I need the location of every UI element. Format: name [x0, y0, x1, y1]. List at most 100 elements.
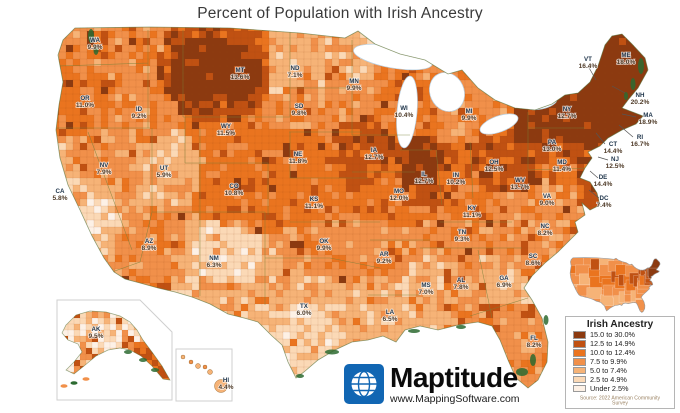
svg-text:WI: WI: [400, 105, 408, 112]
svg-text:KS: KS: [310, 196, 319, 203]
svg-text:OK: OK: [319, 238, 329, 245]
state-label-AL: AL7.8%: [453, 276, 470, 292]
svg-text:MS: MS: [421, 282, 430, 289]
state-label-UT: UT5.9%: [156, 164, 173, 180]
svg-text:8.6%: 8.6%: [525, 260, 540, 267]
svg-text:16.4%: 16.4%: [579, 63, 598, 70]
svg-text:MO: MO: [394, 188, 404, 195]
state-label-CA: CA5.8%: [52, 187, 69, 203]
svg-text:VT: VT: [584, 56, 592, 63]
legend: Irish Ancestry 15.0 to 30.0% 12.5 to 14.9…: [565, 316, 675, 409]
svg-text:MT: MT: [236, 67, 245, 74]
svg-text:9.5%: 9.5%: [88, 333, 103, 340]
svg-text:11.8%: 11.8%: [289, 158, 307, 165]
svg-text:NC: NC: [541, 223, 550, 230]
svg-text:12.5%: 12.5%: [485, 166, 504, 173]
svg-text:MN: MN: [349, 78, 359, 85]
svg-text:9.0%: 9.0%: [539, 200, 554, 207]
svg-text:RI: RI: [637, 134, 643, 141]
state-label-TN: TN9.3%: [454, 228, 471, 244]
state-label-WA: WA9.9%: [87, 36, 104, 52]
svg-text:NM: NM: [209, 255, 219, 262]
svg-text:CA: CA: [56, 188, 65, 195]
state-label-TX: TX6.0%: [296, 302, 313, 318]
svg-text:9.9%: 9.9%: [461, 115, 476, 122]
svg-text:20.2%: 20.2%: [631, 99, 650, 106]
source-note: Source: 2022 American Community Survey: [579, 395, 661, 406]
svg-text:5.9%: 5.9%: [156, 172, 171, 179]
svg-text:SC: SC: [529, 253, 538, 260]
svg-text:9.9%: 9.9%: [316, 245, 331, 252]
svg-text:IL: IL: [421, 171, 427, 178]
legend-row: 15.0 to 30.0%: [573, 331, 674, 339]
state-label-OK: OK9.9%: [316, 237, 333, 253]
legend-title: Irish Ancestry: [586, 319, 654, 330]
svg-text:UT: UT: [160, 165, 168, 172]
state-label-FL: FL8.2%: [526, 334, 543, 350]
svg-text:DE: DE: [599, 174, 608, 181]
state-label-AK: AK9.5%: [88, 325, 105, 341]
svg-text:VA: VA: [543, 193, 552, 200]
state-label-AR: AR9.2%: [376, 250, 393, 266]
svg-text:5.8%: 5.8%: [52, 195, 67, 202]
svg-text:11.1%: 11.1%: [463, 212, 481, 219]
svg-text:12.7%: 12.7%: [365, 154, 384, 161]
legend-row: 10.0 to 12.4%: [573, 349, 674, 357]
svg-text:8.9%: 8.9%: [141, 245, 156, 252]
svg-text:6.5%: 6.5%: [382, 316, 397, 323]
svg-text:ID: ID: [136, 106, 143, 113]
legend-row: 2.5 to 4.9%: [573, 376, 674, 384]
brand-name: Maptitude: [390, 362, 518, 393]
svg-text:7.1%: 7.1%: [287, 72, 302, 79]
state-label-VA: VA9.0%: [539, 192, 556, 208]
svg-text:16.7%: 16.7%: [631, 141, 650, 148]
svg-text:12.5%: 12.5%: [606, 163, 625, 170]
state-label-NV: NV7.9%: [96, 161, 113, 177]
maptitude-logo-icon: [344, 364, 384, 404]
svg-text:NY: NY: [563, 106, 572, 113]
svg-text:18.9%: 18.9%: [639, 119, 658, 126]
brand-url-link[interactable]: www.MappingSoftware.com: [390, 393, 520, 405]
svg-text:WA: WA: [90, 37, 100, 44]
svg-text:TN: TN: [458, 229, 467, 236]
svg-text:ND: ND: [291, 65, 300, 72]
svg-text:18.0%: 18.0%: [617, 59, 636, 66]
svg-text:11.0%: 11.0%: [76, 102, 94, 109]
legend-class-label: 2.5 to 4.9%: [590, 374, 627, 384]
svg-text:WY: WY: [221, 123, 232, 130]
svg-text:AK: AK: [92, 326, 101, 333]
svg-text:9.8%: 9.8%: [291, 110, 306, 117]
svg-text:7.8%: 7.8%: [453, 284, 468, 291]
svg-text:13.7%: 13.7%: [511, 184, 530, 191]
svg-text:IN: IN: [453, 172, 460, 179]
svg-text:12.7%: 12.7%: [558, 113, 577, 120]
svg-text:9.9%: 9.9%: [346, 85, 361, 92]
page-title: Percent of Population with Irish Ancestr…: [197, 5, 483, 22]
svg-text:AL: AL: [457, 277, 465, 284]
svg-text:GA: GA: [499, 275, 509, 282]
svg-text:9.9%: 9.9%: [87, 44, 102, 51]
legend-row: 12.5 to 14.9%: [573, 340, 674, 348]
svg-text:OH: OH: [489, 159, 499, 166]
svg-text:10.4%: 10.4%: [395, 112, 414, 119]
svg-text:AZ: AZ: [145, 238, 153, 245]
svg-text:14.4%: 14.4%: [594, 181, 613, 188]
svg-text:12.0%: 12.0%: [390, 195, 409, 202]
state-label-DC: DC7.4%: [596, 194, 613, 210]
